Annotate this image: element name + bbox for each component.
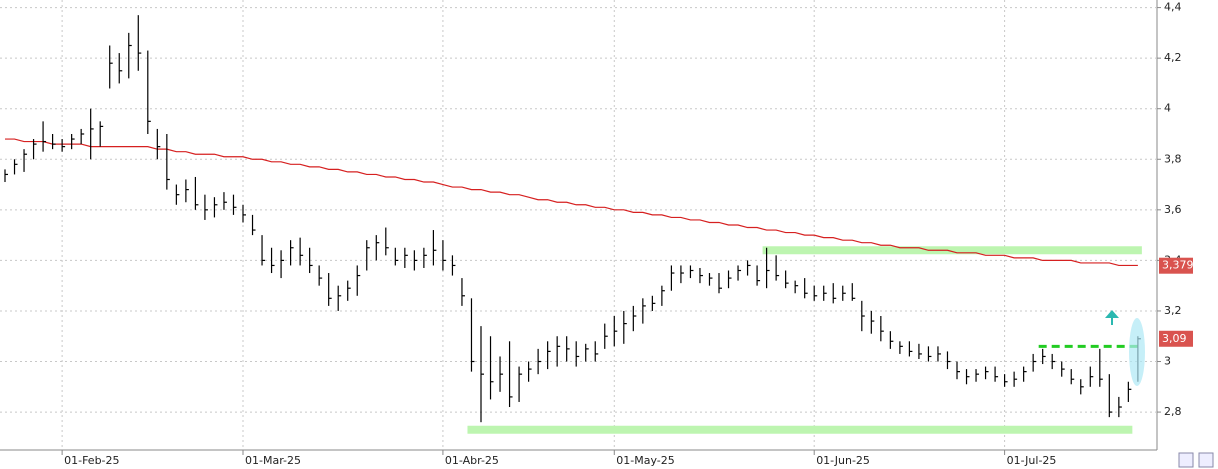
x-tick-label: 01-Abr-25 <box>445 454 499 467</box>
zoom-button[interactable] <box>1178 452 1194 468</box>
price-label: 3,09 <box>1162 332 1187 345</box>
y-tick-label: 3,8 <box>1164 152 1182 165</box>
nav-icons[interactable] <box>1178 452 1214 468</box>
plot-area <box>0 0 1157 450</box>
price-label-box <box>1159 257 1193 274</box>
y-tick-label: 2,8 <box>1164 405 1182 418</box>
price-label: 3,379 <box>1162 259 1194 272</box>
highlight <box>1129 318 1145 386</box>
levels <box>467 246 1142 434</box>
moving-average <box>5 138 1138 267</box>
x-tick-label: 01-Mar-25 <box>245 454 301 467</box>
x-tick-label: 01-Jul-25 <box>1007 454 1057 467</box>
bars <box>4 15 1141 423</box>
y-tick-label: 3,6 <box>1164 203 1182 216</box>
x-tick-label: 01-Jun-25 <box>816 454 870 467</box>
price-label-box <box>1159 330 1193 347</box>
x-tick-label: 01-May-25 <box>616 454 674 467</box>
annotations <box>1105 310 1145 386</box>
y-tick-label: 4 <box>1164 102 1171 115</box>
x-tick-label: 01-Feb-25 <box>64 454 119 467</box>
y-tick-label: 4,2 <box>1164 51 1182 64</box>
grid <box>0 0 1157 450</box>
up-arrow <box>1105 310 1119 325</box>
y-tick-label: 3,2 <box>1164 304 1182 317</box>
reset-button[interactable] <box>1198 452 1214 468</box>
axis-labels: 2,833,23,43,63,844,24,401-Feb-2501-Mar-2… <box>61 1 1194 467</box>
y-tick-label: 4,4 <box>1164 1 1182 14</box>
y-tick-label: 3 <box>1164 355 1171 368</box>
